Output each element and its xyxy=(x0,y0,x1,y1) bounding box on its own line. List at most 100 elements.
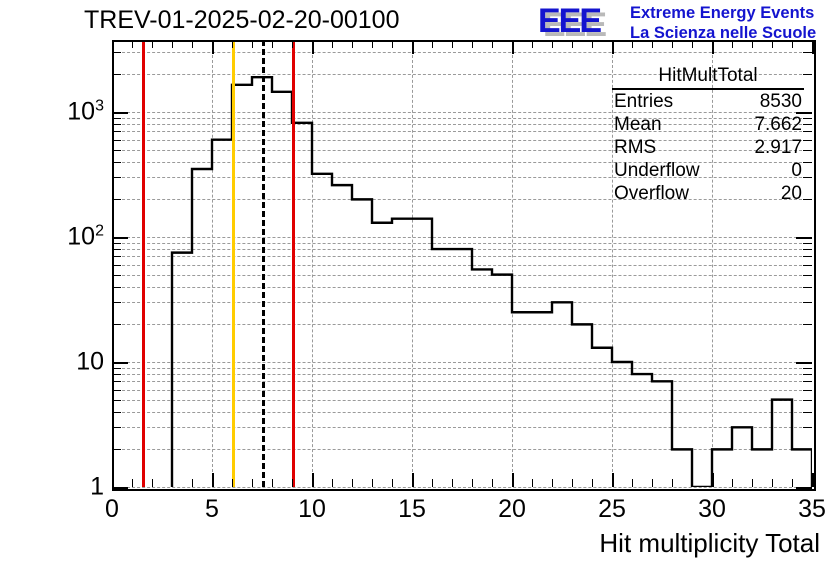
grid-line-horizontal xyxy=(112,274,812,276)
axis-tick xyxy=(112,449,121,451)
axis-tick xyxy=(452,40,453,48)
stats-row-label: Overflow xyxy=(614,183,689,204)
axis-tick xyxy=(112,161,121,163)
axis-tick xyxy=(803,161,812,163)
axis-tick xyxy=(312,40,314,54)
x-tick-label: 10 xyxy=(298,495,326,523)
x-axis-title: Hit multiplicity Total xyxy=(599,528,820,558)
grid-line-horizontal xyxy=(112,381,812,383)
axis-tick xyxy=(803,139,812,141)
axis-tick xyxy=(292,479,293,487)
axis-tick xyxy=(112,249,121,251)
axis-tick xyxy=(112,286,121,288)
axis-tick xyxy=(803,242,812,244)
axis-tick xyxy=(292,40,293,48)
axis-tick xyxy=(632,479,633,487)
grid-line-horizontal xyxy=(112,256,812,258)
axis-tick xyxy=(112,177,121,179)
axis-tick xyxy=(512,473,514,487)
axis-tick xyxy=(112,242,121,244)
axis-tick xyxy=(212,40,214,54)
stats-row-value: 2.917 xyxy=(754,137,802,158)
axis-tick xyxy=(803,117,812,119)
y-tick-label: 10 xyxy=(76,347,104,376)
axis-tick xyxy=(112,362,128,364)
axis-tick xyxy=(352,479,353,487)
grid-line-horizontal xyxy=(112,324,812,326)
axis-tick xyxy=(632,40,633,48)
x-tick-label: 35 xyxy=(798,495,826,523)
axis-tick xyxy=(612,473,614,487)
axis-tick xyxy=(552,479,553,487)
axis-tick xyxy=(112,374,121,376)
stats-box: HitMultTotal Entries 8530 Mean 7.662 RMS 2.91… xyxy=(612,64,804,205)
axis-tick xyxy=(752,479,753,487)
y-tick-label: 103 xyxy=(67,97,104,126)
axis-tick xyxy=(112,367,121,369)
grid-line-horizontal xyxy=(112,286,812,288)
grid-line-horizontal xyxy=(112,149,812,151)
eee-logo-line2: La Scienza nelle Scuole xyxy=(630,24,817,42)
stats-row-label: Underflow xyxy=(614,160,700,181)
axis-tick xyxy=(112,487,128,489)
axis-tick xyxy=(752,40,753,48)
axis-tick xyxy=(803,324,812,326)
axis-tick xyxy=(272,479,273,487)
axis-tick xyxy=(232,40,233,48)
grid-line-vertical xyxy=(512,40,513,487)
axis-tick xyxy=(803,367,812,369)
axis-tick xyxy=(152,40,153,48)
axis-tick xyxy=(652,479,653,487)
grid-line-horizontal xyxy=(112,399,812,401)
stats-row-value: 7.662 xyxy=(754,114,802,135)
stats-row: RMS 2.917 xyxy=(612,136,804,159)
grid-line-horizontal xyxy=(112,112,812,113)
axis-tick xyxy=(192,479,193,487)
axis-tick xyxy=(692,40,693,48)
axis-tick xyxy=(792,40,793,48)
grid-line-horizontal xyxy=(112,237,812,238)
axis-tick xyxy=(803,411,812,413)
grid-line-horizontal xyxy=(112,161,812,163)
axis-tick xyxy=(492,40,493,48)
marker-line-red-low xyxy=(142,40,145,487)
axis-tick xyxy=(796,487,812,489)
grid-line-vertical xyxy=(312,40,313,487)
axis-tick xyxy=(112,399,121,401)
axis-tick xyxy=(803,399,812,401)
axis-tick xyxy=(112,427,121,429)
grid-line-horizontal xyxy=(112,199,812,201)
axis-tick xyxy=(803,274,812,276)
axis-tick xyxy=(796,112,812,114)
grid-line-vertical xyxy=(712,40,713,487)
axis-tick xyxy=(112,131,121,133)
axis-tick xyxy=(652,40,653,48)
stats-box-rows: Entries 8530 Mean 7.662 RMS 2.917 Underflow 0 Ov… xyxy=(612,90,804,205)
grid-line-horizontal xyxy=(112,374,812,376)
axis-tick xyxy=(803,449,812,451)
stats-row-label: RMS xyxy=(614,137,657,158)
grid-line-vertical xyxy=(612,40,613,487)
axis-tick xyxy=(212,473,214,487)
axis-tick xyxy=(372,40,373,48)
stats-row-value: 20 xyxy=(780,183,802,204)
eee-logo-text: Extreme Energy Events La Scienza nelle S… xyxy=(630,3,816,43)
axis-tick xyxy=(112,389,121,391)
axis-tick xyxy=(372,479,373,487)
plot-frame xyxy=(112,40,816,491)
grid-line-horizontal xyxy=(112,52,812,54)
axis-tick xyxy=(772,40,773,48)
axis-tick xyxy=(812,473,814,487)
axis-tick xyxy=(552,40,553,48)
axis-tick xyxy=(792,479,793,487)
axis-tick xyxy=(392,479,393,487)
axis-tick xyxy=(672,479,673,487)
axis-tick xyxy=(712,473,714,487)
axis-tick xyxy=(112,124,121,126)
axis-tick xyxy=(252,479,253,487)
axis-tick xyxy=(112,302,121,304)
axis-tick xyxy=(272,40,273,48)
marker-line-red-high xyxy=(292,40,295,487)
axis-tick xyxy=(712,40,714,54)
axis-tick xyxy=(803,199,812,201)
